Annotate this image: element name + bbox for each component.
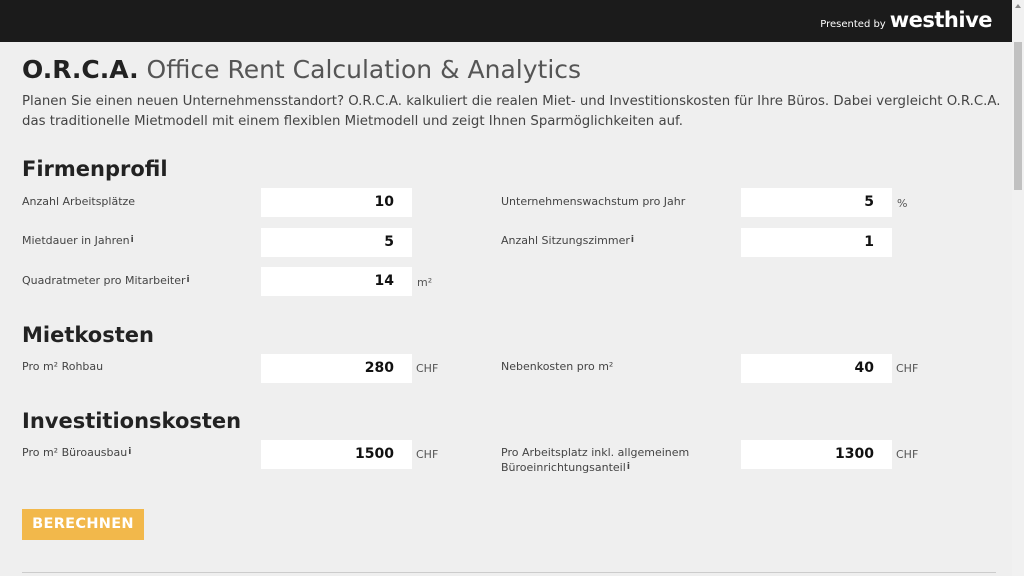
section-heading-mietkosten: Mietkosten — [22, 323, 154, 347]
info-icon[interactable]: i — [630, 235, 634, 245]
input-wachstum[interactable]: 5 — [741, 188, 892, 217]
input-arbeitsplaetze[interactable]: 10 — [261, 188, 412, 217]
page-description: Planen Sie einen neuen Unternehmensstand… — [22, 94, 1001, 129]
page-title: O.R.C.A. Office Rent Calculation & Analy… — [22, 55, 581, 84]
label-wachstum: Unternehmenswachstum pro Jahr — [501, 195, 686, 208]
section-heading-firmenprofil: Firmenprofil — [22, 157, 168, 181]
label-sitzungszimmer: Anzahl Sitzungszimmeri — [501, 234, 634, 247]
label-bueroausbau: Pro m² Büroausbaui — [22, 446, 132, 459]
input-qm[interactable]: 14 — [261, 267, 412, 296]
input-nebenkosten[interactable]: 40 — [741, 354, 892, 383]
divider — [22, 572, 996, 573]
label-arbeitsplatz: Pro Arbeitsplatz inkl. allgemeinem Büroei… — [501, 446, 690, 474]
presented-by-text: Presented by — [820, 19, 886, 30]
scroll-up-icon[interactable] — [1015, 4, 1021, 8]
presented-by: Presented by westhive — [820, 8, 992, 32]
unit-m2: m² — [417, 276, 433, 289]
info-icon[interactable]: i — [130, 235, 134, 245]
westhive-logo[interactable]: westhive — [889, 8, 993, 32]
label-nebenkosten: Nebenkosten pro m² — [501, 360, 614, 373]
label-mietdauer: Mietdauer in Jahreni — [22, 234, 134, 247]
input-rohbau[interactable]: 280 — [261, 354, 412, 383]
section-heading-investitionskosten: Investitionskosten — [22, 409, 242, 433]
unit-chf: CHF — [896, 362, 919, 375]
input-sitzungszimmer[interactable]: 1 — [741, 228, 892, 257]
input-mietdauer[interactable]: 5 — [261, 228, 412, 257]
unit-chf: CHF — [416, 362, 439, 375]
top-bar: Presented by westhive — [0, 0, 1024, 42]
scrollbar-thumb[interactable] — [1014, 42, 1022, 190]
info-icon[interactable]: i — [626, 462, 630, 472]
title-acronym: O.R.C.A. — [22, 55, 139, 84]
unit-chf: CHF — [416, 448, 439, 461]
title-full: Office Rent Calculation & Analytics — [146, 55, 582, 84]
label-arbeitsplaetze: Anzahl Arbeitsplätze — [22, 195, 136, 208]
label-qm: Quadratmeter pro Mitarbeiteri — [22, 274, 190, 287]
calculate-button[interactable]: BERECHNEN — [22, 509, 144, 540]
unit-chf: CHF — [896, 448, 919, 461]
input-bueroausbau[interactable]: 1500 — [261, 440, 412, 469]
unit-percent: % — [897, 197, 908, 210]
info-icon[interactable]: i — [186, 275, 190, 285]
label-rohbau: Pro m² Rohbau — [22, 360, 104, 373]
scrollbar[interactable] — [1012, 0, 1024, 576]
info-icon[interactable]: i — [128, 447, 132, 457]
input-arbeitsplatz[interactable]: 1300 — [741, 440, 892, 469]
